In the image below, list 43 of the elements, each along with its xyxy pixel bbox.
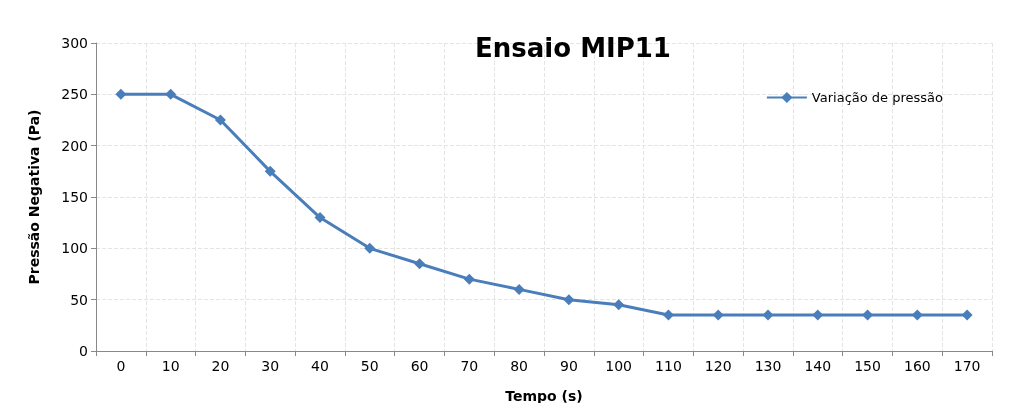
x-tick-label: 60 — [410, 358, 429, 374]
point — [314, 212, 326, 224]
x-tick-label: 140 — [804, 358, 832, 374]
chart-title: Ensaio MIP11 — [475, 33, 671, 63]
x-tick-label: 120 — [704, 358, 732, 374]
y-tick-label: 250 — [61, 86, 88, 103]
x-tick-label: 30 — [261, 358, 280, 374]
point — [961, 309, 973, 321]
x-tick-label: 170 — [953, 358, 981, 374]
y-tick-label: 0 — [79, 343, 88, 359]
x-tick-label: 80 — [510, 358, 529, 374]
point — [165, 88, 177, 100]
point — [264, 165, 276, 177]
x-tick-label: 150 — [854, 358, 881, 374]
point — [414, 258, 426, 270]
point — [513, 283, 525, 295]
point — [563, 294, 575, 306]
x-tick-label: 110 — [655, 358, 682, 374]
x-tick-label: 70 — [460, 358, 479, 374]
point — [613, 299, 625, 311]
x-tick-label: 40 — [311, 358, 329, 374]
point — [463, 273, 475, 285]
point — [364, 242, 376, 254]
legend-label: Variação de pressão — [811, 90, 944, 105]
x-tick-label: 100 — [605, 358, 633, 374]
y-tick-label: 300 — [61, 35, 88, 51]
point — [662, 309, 674, 321]
y-tick-label: 200 — [61, 137, 88, 154]
x-axis-title: Tempo (s) — [505, 388, 583, 403]
x-tick-label: 50 — [360, 358, 379, 374]
y-axis-title: Pressão Negativa (Pa) — [26, 109, 42, 285]
y-tick-label: 100 — [61, 240, 88, 257]
point — [115, 88, 127, 100]
x-tick-label: 130 — [754, 358, 782, 374]
y-tick-label: 150 — [61, 189, 88, 205]
y-tick-label: 50 — [70, 291, 88, 308]
x-tick-label: 10 — [161, 358, 180, 374]
x-tick-label: 160 — [903, 358, 931, 374]
point — [762, 309, 774, 321]
x-tick-label: 90 — [559, 358, 578, 374]
x-tick-label: 20 — [211, 358, 230, 374]
point — [214, 114, 226, 126]
x-tick-label: 0 — [116, 358, 126, 374]
